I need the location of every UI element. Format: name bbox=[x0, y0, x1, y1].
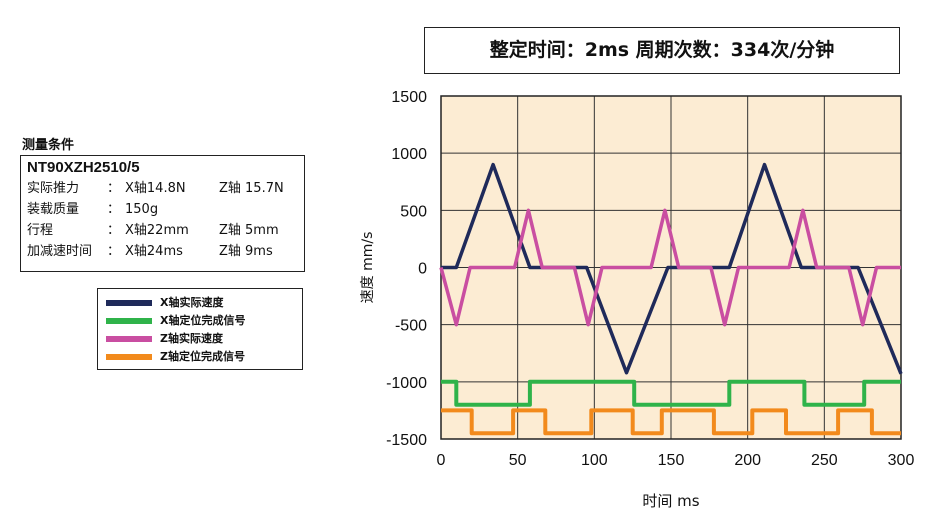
legend-label: X轴实际速度 bbox=[160, 296, 224, 309]
x-axis-label: 时间 ms bbox=[642, 492, 699, 510]
series-line-1 bbox=[441, 162, 903, 375]
condition-row: 加减速时间 ： X轴24ms Z轴 9ms bbox=[27, 241, 298, 262]
legend-item-z-signal: Z轴定位完成信号 bbox=[98, 347, 302, 365]
legend-label: Z轴定位完成信号 bbox=[160, 350, 245, 363]
series-line-4 bbox=[441, 408, 901, 436]
condition-colon: ： bbox=[107, 244, 121, 259]
settling-info-box: 整定时间：2ms 周期次数：334次/分钟 bbox=[424, 27, 900, 74]
chart-legend: X轴实际速度 X轴定位完成信号 Z轴实际速度 Z轴定位完成信号 bbox=[97, 288, 303, 370]
legend-swatch bbox=[106, 336, 152, 342]
legend-swatch bbox=[106, 318, 152, 324]
model-name: NT90XZH2510/5 bbox=[27, 159, 140, 176]
x-tick-label: 250 bbox=[811, 452, 838, 469]
condition-colon: ： bbox=[107, 223, 121, 238]
y-tick-label: -1500 bbox=[386, 432, 427, 449]
condition-value-x: 150g bbox=[125, 202, 159, 217]
condition-value-z: Z轴 15.7N bbox=[219, 181, 284, 196]
y-tick-label: 500 bbox=[400, 203, 427, 220]
condition-row: 实际推力 ： X轴14.8N Z轴 15.7N bbox=[27, 178, 298, 199]
legend-item-x-signal: X轴定位完成信号 bbox=[98, 311, 302, 329]
x-tick-label: 200 bbox=[734, 452, 761, 469]
condition-value-x: X轴14.8N bbox=[125, 181, 186, 196]
condition-row: 行程 ： X轴22mm Z轴 5mm bbox=[27, 220, 298, 241]
series-line-3 bbox=[439, 208, 901, 327]
condition-value-x: X轴22mm bbox=[125, 223, 189, 238]
legend-item-z-speed: Z轴实际速度 bbox=[98, 329, 302, 347]
legend-swatch bbox=[106, 300, 152, 306]
y-tick-label: -1000 bbox=[386, 375, 427, 392]
x-tick-label: 0 bbox=[437, 452, 446, 469]
legend-item-x-speed: X轴实际速度 bbox=[98, 293, 302, 311]
legend-label: Z轴实际速度 bbox=[160, 332, 223, 345]
condition-row: 装载质量 ： 150g bbox=[27, 199, 298, 220]
x-tick-label: 100 bbox=[581, 452, 608, 469]
condition-value-z: Z轴 5mm bbox=[219, 223, 279, 238]
condition-label: 装载质量 bbox=[27, 202, 80, 217]
condition-label: 加减速时间 bbox=[27, 244, 93, 259]
series-line-2 bbox=[441, 379, 901, 407]
legend-swatch bbox=[106, 354, 152, 360]
x-tick-label: 50 bbox=[509, 452, 527, 469]
condition-colon: ： bbox=[107, 202, 121, 217]
condition-label: 行程 bbox=[27, 223, 54, 238]
condition-colon: ： bbox=[107, 181, 121, 196]
x-tick-label: 300 bbox=[888, 452, 915, 469]
y-tick-label: 1500 bbox=[391, 89, 427, 106]
x-tick-label: 150 bbox=[658, 452, 685, 469]
condition-value-z: Z轴 9ms bbox=[219, 244, 273, 259]
y-tick-label: 0 bbox=[418, 261, 427, 278]
y-tick-label: -500 bbox=[395, 318, 427, 335]
condition-label: 实际推力 bbox=[27, 181, 80, 196]
conditions-box: NT90XZH2510/5 实际推力 ： X轴14.8N Z轴 15.7N 装载… bbox=[20, 155, 305, 272]
condition-value-x: X轴24ms bbox=[125, 244, 183, 259]
conditions-heading: 测量条件 bbox=[22, 138, 75, 153]
legend-label: X轴定位完成信号 bbox=[160, 314, 246, 327]
y-axis-label: 速度 mm/s bbox=[360, 232, 376, 304]
y-tick-label: 1000 bbox=[391, 146, 427, 163]
